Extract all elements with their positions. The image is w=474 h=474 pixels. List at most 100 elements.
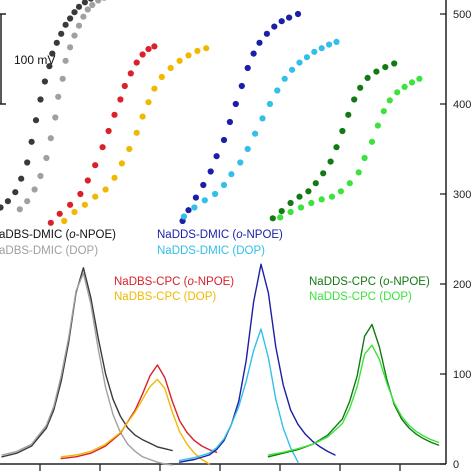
bottom-ticks xyxy=(39,464,401,471)
legend-nadds-dmic-npoe: NaDDS-DMIC (o-NPOE) xyxy=(157,229,283,241)
dot-nadds-cpc-npoe-13 xyxy=(364,74,371,81)
dot-nadds-cpc-dop-0 xyxy=(277,214,284,221)
dot-nadbs-cpc-dop-4 xyxy=(102,186,109,193)
dot-nadds-dmic-npoe-14 xyxy=(271,23,278,30)
dot-nadds-dmic-npoe-13 xyxy=(263,30,270,37)
dot-nadbs-dmic-npoe-14 xyxy=(67,15,74,22)
dot-nadbs-dmic-dop-14 xyxy=(84,6,91,13)
dot-nadbs-cpc-npoe-12 xyxy=(133,59,140,66)
dot-nadds-cpc-npoe-1 xyxy=(278,208,285,215)
dot-nadds-dmic-dop-9 xyxy=(259,115,266,122)
dot-nadds-dmic-dop-8 xyxy=(252,130,259,137)
dot-nadbs-dmic-dop-16 xyxy=(95,0,102,4)
dots-nadbs-cpc-npoe xyxy=(47,43,158,226)
dot-nadbs-dmic-npoe-2 xyxy=(12,189,19,196)
dot-nadds-cpc-npoe-15 xyxy=(382,64,389,71)
curve-nadbs-dmic-npoe xyxy=(1,267,173,458)
legend-nadds-dmic-npoe-part-1: o xyxy=(236,229,243,241)
dot-nadds-dmic-npoe-8 xyxy=(232,100,239,108)
dot-nadbs-cpc-dop-2 xyxy=(81,201,88,208)
legend-nadbs-dmic-npoe-part-1: o xyxy=(69,229,76,241)
dot-nadbs-cpc-dop-16 xyxy=(194,47,201,55)
dot-nadds-cpc-dop-11 xyxy=(374,122,381,129)
dot-nadbs-cpc-npoe-3 xyxy=(77,190,84,198)
dot-nadds-dmic-npoe-3 xyxy=(200,181,207,189)
dot-nadds-cpc-dop-7 xyxy=(346,180,353,187)
legend-nadbs-dmic-npoe-part-2: -NPOE) xyxy=(76,229,116,241)
dot-nadbs-cpc-npoe-5 xyxy=(92,162,99,169)
dot-nadds-cpc-dop-6 xyxy=(337,188,344,195)
dot-nadbs-dmic-dop-15 xyxy=(89,1,96,9)
dot-nadbs-cpc-npoe-15 xyxy=(151,43,158,50)
dot-nadds-dmic-dop-13 xyxy=(289,66,296,73)
dot-nadbs-cpc-dop-8 xyxy=(133,129,140,136)
dots-nadds-dmic-npoe xyxy=(179,10,302,225)
legend-nadbs-cpc-npoe-part-0: NaDBS-CPC ( xyxy=(114,276,188,288)
dot-nadbs-dmic-npoe-16 xyxy=(75,3,83,10)
dot-nadbs-cpc-dop-9 xyxy=(139,113,146,120)
right-ticks: 0 100 200 300 400 500 xyxy=(440,9,471,471)
dot-nadds-dmic-npoe-15 xyxy=(278,18,285,25)
dot-nadbs-dmic-npoe-17 xyxy=(81,0,88,6)
dot-nadds-dmic-dop-11 xyxy=(274,87,281,94)
dot-nadbs-cpc-dop-3 xyxy=(92,193,99,200)
dot-nadds-cpc-npoe-9 xyxy=(339,127,346,135)
dot-nadbs-cpc-dop-14 xyxy=(176,57,183,64)
right-tick-label-400: 400 xyxy=(453,99,471,111)
dot-nadds-cpc-dop-16 xyxy=(408,79,416,86)
dot-nadbs-cpc-dop-7 xyxy=(126,145,133,153)
legend-nadbs-dmic-dop-part-0: aDBS-DMIC (DOP) xyxy=(0,245,98,257)
dot-nadds-cpc-dop-4 xyxy=(318,196,325,203)
dot-nadds-dmic-dop-1 xyxy=(191,204,198,211)
dot-nadds-cpc-npoe-3 xyxy=(296,193,303,200)
dot-nadbs-dmic-dop-6 xyxy=(52,114,59,121)
legend-nadds-cpc-npoe-part-1: o xyxy=(383,276,390,288)
right-tick-label-500: 500 xyxy=(453,9,471,21)
dot-nadbs-dmic-dop-3 xyxy=(37,172,44,180)
dot-nadbs-dmic-dop-1 xyxy=(24,198,31,205)
dot-nadbs-cpc-dop-0 xyxy=(61,217,68,225)
dot-nadds-cpc-dop-8 xyxy=(355,169,362,176)
dot-nadds-cpc-dop-9 xyxy=(361,154,368,162)
dot-nadds-cpc-dop-1 xyxy=(287,208,294,216)
legend-nadbs-cpc-dop: NaDBS-CPC (DOP) xyxy=(114,291,216,303)
dot-nadbs-dmic-npoe-10 xyxy=(49,50,56,57)
legend-nadbs-dmic-npoe-part-0: aDBS-DMIC ( xyxy=(0,229,69,241)
dot-nadbs-dmic-npoe-6 xyxy=(32,117,40,124)
dot-nadds-cpc-dop-14 xyxy=(394,89,401,96)
dot-nadds-dmic-dop-7 xyxy=(244,145,251,153)
dot-nadds-cpc-npoe-11 xyxy=(351,96,358,103)
dot-nadds-cpc-dop-17 xyxy=(416,75,423,82)
dot-nadbs-dmic-npoe-11 xyxy=(53,39,60,46)
dot-nadds-dmic-dop-3 xyxy=(212,190,219,198)
right-tick-label-200: 200 xyxy=(453,279,471,291)
dot-nadbs-dmic-npoe-8 xyxy=(41,78,49,85)
dot-nadds-cpc-npoe-16 xyxy=(391,60,398,67)
dot-nadds-dmic-npoe-17 xyxy=(294,10,302,18)
dot-nadbs-cpc-npoe-13 xyxy=(139,51,146,58)
dot-nadds-dmic-dop-4 xyxy=(220,181,228,189)
legend-nadbs-dmic-dop: aDBS-DMIC (DOP) xyxy=(0,245,98,257)
dot-nadbs-cpc-dop-15 xyxy=(185,52,192,59)
dot-nadds-cpc-npoe-4 xyxy=(305,188,312,195)
dot-nadbs-dmic-dop-10 xyxy=(67,44,74,51)
dot-nadds-dmic-npoe-6 xyxy=(220,136,228,144)
dot-nadbs-cpc-dop-6 xyxy=(118,160,125,167)
dot-nadds-dmic-npoe-1 xyxy=(185,207,192,214)
dot-nadbs-dmic-dop-17 xyxy=(101,0,107,1)
dot-nadbs-cpc-npoe-7 xyxy=(105,127,112,135)
dot-nadbs-dmic-dop-12 xyxy=(75,22,83,29)
legend-nadds-cpc-dop: NaDDS-CPC (DOP) xyxy=(309,291,412,303)
curve-series-group xyxy=(1,263,440,466)
dot-nadbs-cpc-dop-10 xyxy=(145,99,152,106)
dot-nadbs-dmic-dop-9 xyxy=(62,57,69,64)
dot-nadds-cpc-dop-12 xyxy=(380,108,387,115)
dot-nadds-dmic-dop-0 xyxy=(180,213,188,220)
dot-nadbs-dmic-npoe-5 xyxy=(28,138,35,145)
dots-nadds-dmic-dop xyxy=(180,38,340,220)
dot-nadds-dmic-dop-18 xyxy=(326,41,333,48)
curve-nadds-dmic-npoe xyxy=(178,263,336,463)
dot-nadds-dmic-npoe-11 xyxy=(250,50,257,57)
dot-nadbs-dmic-npoe-3 xyxy=(18,175,25,182)
